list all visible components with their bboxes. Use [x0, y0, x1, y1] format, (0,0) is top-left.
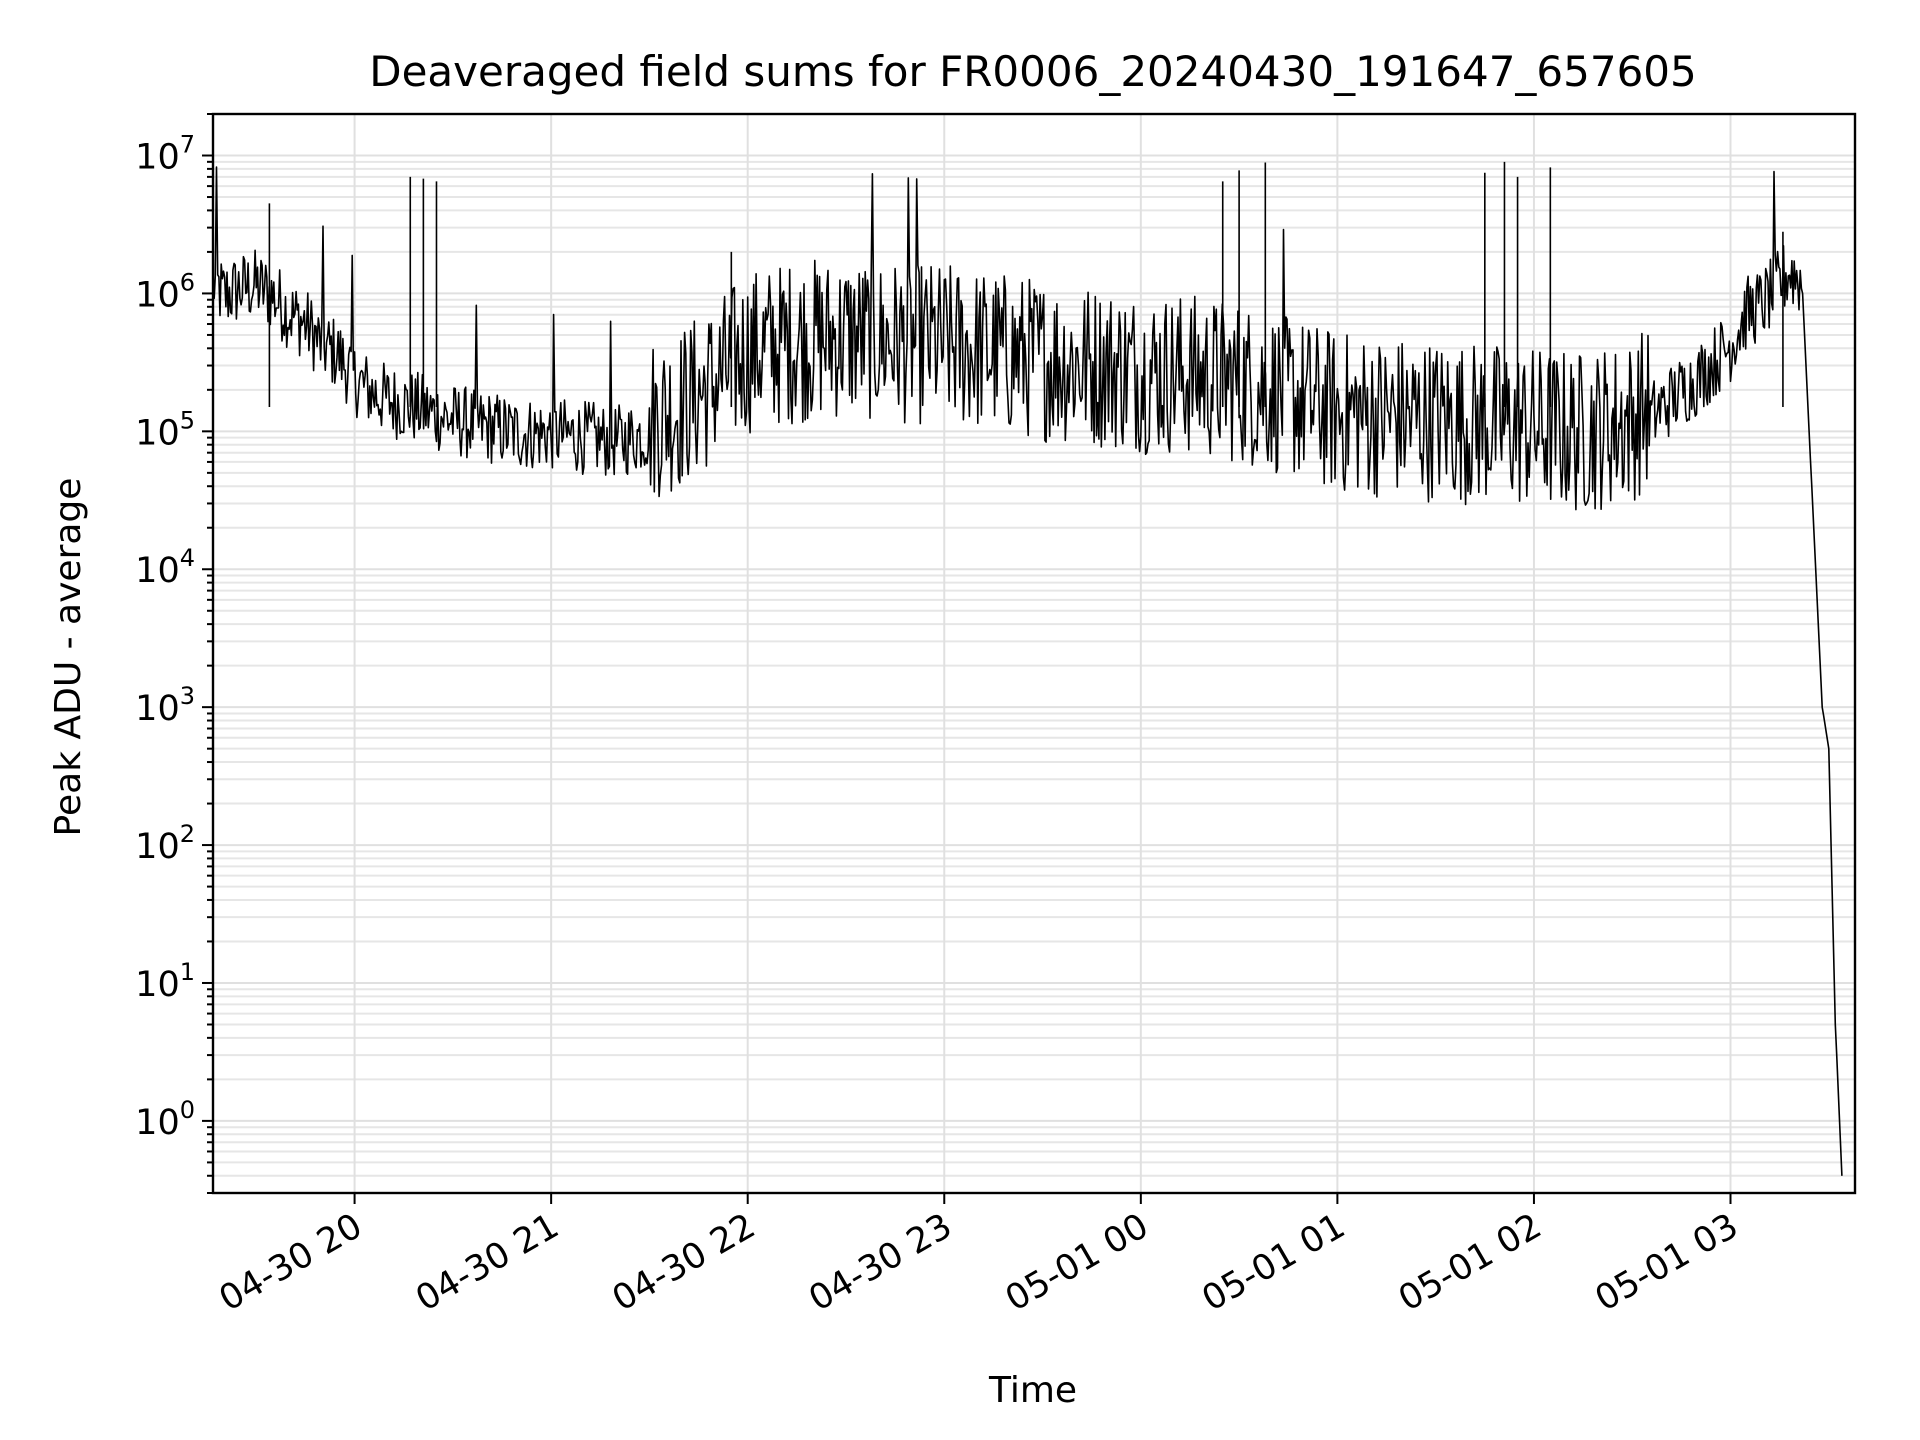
x-tick-label: 04-30 23: [802, 1206, 958, 1319]
y-tick-label: 106: [135, 268, 195, 315]
plot-area: [212, 161, 1843, 1176]
x-tick-label: 05-01 00: [999, 1206, 1155, 1319]
x-tick-label: 05-01 02: [1392, 1206, 1548, 1319]
axis-ticks: [202, 113, 1732, 1204]
x-tick-label: 04-30 22: [606, 1206, 762, 1319]
y-tick-label: 103: [135, 682, 195, 729]
x-tick-label: 04-30 21: [409, 1206, 565, 1319]
plot-frame: [211, 112, 1857, 1195]
y-tick-label: 101: [135, 958, 195, 1005]
x-tick-label: 04-30 20: [213, 1206, 369, 1319]
y-tick-label: 105: [135, 406, 195, 453]
y-tick-label: 107: [135, 131, 195, 178]
x-tick-label: 05-01 01: [1196, 1206, 1352, 1319]
chart-title: Deaveraged field sums for FR0006_2024043…: [369, 47, 1697, 96]
y-tick-label: 100: [135, 1096, 195, 1143]
y-tick-label: 102: [135, 820, 195, 867]
y-axis-label: Peak ADU - average: [48, 478, 89, 837]
y-tick-label: 104: [135, 544, 195, 591]
x-tick-label: 05-01 03: [1589, 1206, 1745, 1319]
grid-layer: [213, 113, 1855, 1194]
series-line: [212, 166, 1843, 1176]
x-axis-label: Time: [988, 1370, 1077, 1411]
